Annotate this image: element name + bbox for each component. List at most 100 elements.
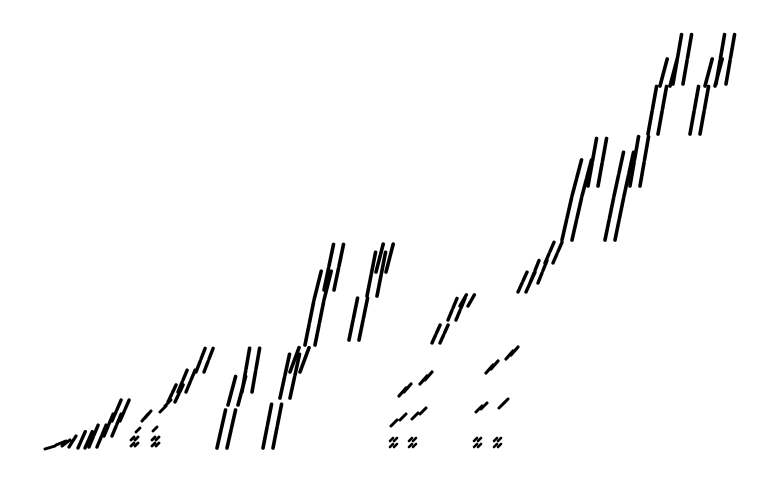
pattern-stroke [613, 218, 621, 242]
pattern-stroke [646, 109, 654, 136]
pattern-stroke [67, 434, 78, 449]
pattern-stroke [675, 32, 684, 60]
pattern-stroke [402, 382, 413, 394]
pattern-stroke [225, 428, 233, 450]
pattern-stroke [586, 161, 594, 188]
pattern-stroke [454, 308, 462, 322]
pattern-stroke [479, 401, 489, 411]
pattern-stroke [496, 442, 503, 449]
pattern-stroke [476, 442, 483, 449]
pattern-stroke [254, 346, 262, 371]
pattern-stroke [102, 424, 110, 438]
pattern-stroke [278, 375, 287, 400]
pattern-stroke [617, 196, 626, 220]
pattern-stroke [451, 296, 459, 310]
pattern-stroke [361, 296, 370, 320]
pattern-stroke [617, 150, 626, 175]
pattern-stroke [638, 160, 646, 188]
pattern-stroke [134, 426, 142, 434]
pattern-stroke [170, 383, 178, 395]
pattern-stroke [143, 409, 153, 420]
pattern-stroke [347, 318, 355, 342]
pattern-stroke [658, 57, 670, 88]
pattern-stroke [543, 252, 551, 265]
pattern-stroke [261, 425, 269, 450]
pattern-stroke [351, 296, 360, 320]
pattern-stroke [570, 218, 579, 242]
pattern-stroke [123, 398, 131, 412]
pattern-stroke [560, 218, 569, 242]
pattern-stroke [173, 392, 181, 404]
pattern-stroke [702, 84, 711, 111]
pattern-stroke [87, 429, 94, 441]
pattern-stroke [388, 436, 395, 443]
pattern-stroke [207, 346, 215, 361]
pattern-stroke [54, 439, 68, 447]
pattern-stroke [230, 374, 238, 392]
pattern-stroke [411, 442, 418, 449]
pattern-stroke [374, 242, 386, 274]
pattern-stroke [154, 441, 161, 448]
pattern-stroke [392, 442, 399, 449]
pattern-stroke [434, 323, 442, 335]
pattern-stroke [379, 250, 388, 275]
pattern-stroke [92, 423, 100, 437]
pattern-stroke [369, 250, 378, 275]
pattern-stroke [580, 177, 589, 198]
pattern-stroke [389, 418, 399, 428]
pattern-stroke [496, 436, 503, 443]
pattern-stroke [476, 436, 483, 443]
pattern-stroke [398, 412, 408, 422]
pattern-stroke [642, 134, 651, 162]
pattern-stroke [229, 408, 238, 430]
pattern-stroke [303, 322, 311, 347]
pattern-stroke [407, 442, 414, 449]
pattern-stroke [87, 435, 95, 449]
pattern-stroke [202, 359, 210, 374]
pattern-stroke [660, 84, 669, 111]
pattern-stroke [133, 435, 140, 442]
pattern-stroke [181, 368, 189, 382]
pattern-stroke [199, 346, 207, 361]
pattern-stroke [411, 436, 418, 443]
pattern-stroke [688, 109, 696, 136]
pattern-stroke [307, 300, 316, 325]
pattern-stroke [250, 369, 258, 394]
pattern-stroke [603, 218, 611, 242]
pattern-stroke [423, 370, 434, 382]
pattern-stroke [607, 196, 616, 220]
pattern-stroke [430, 333, 438, 345]
pattern-stroke [80, 429, 87, 441]
pattern-stroke [293, 352, 302, 377]
pattern-stroke [236, 389, 244, 407]
pattern-stroke [442, 323, 450, 335]
pattern-stroke [240, 369, 248, 394]
pattern-stroke [226, 389, 234, 407]
pattern-stroke [466, 293, 477, 308]
pattern-stroke [548, 240, 556, 254]
pattern-stroke [438, 333, 446, 345]
pattern-stroke [632, 134, 641, 162]
pattern-stroke [337, 242, 346, 268]
pattern-stroke [357, 318, 365, 342]
pattern-stroke [590, 136, 599, 163]
pattern-stroke [375, 273, 383, 298]
pattern-stroke [129, 435, 136, 442]
pattern-stroke [118, 409, 126, 423]
pattern-stroke [410, 411, 420, 421]
pattern-stroke [628, 160, 636, 188]
pattern-stroke [244, 346, 252, 371]
pattern-stroke [533, 258, 541, 273]
pattern-stroke [265, 402, 274, 427]
pattern-stroke [384, 242, 396, 274]
pattern-stroke [194, 359, 202, 374]
pattern-stroke [100, 423, 108, 437]
stroke-pattern-group [43, 32, 737, 451]
pattern-stroke [283, 352, 292, 377]
pattern-stroke [565, 196, 574, 220]
pattern-stroke [489, 359, 500, 371]
pattern-stroke [492, 442, 499, 449]
pattern-stroke [492, 436, 499, 443]
pattern-stroke [656, 109, 664, 136]
